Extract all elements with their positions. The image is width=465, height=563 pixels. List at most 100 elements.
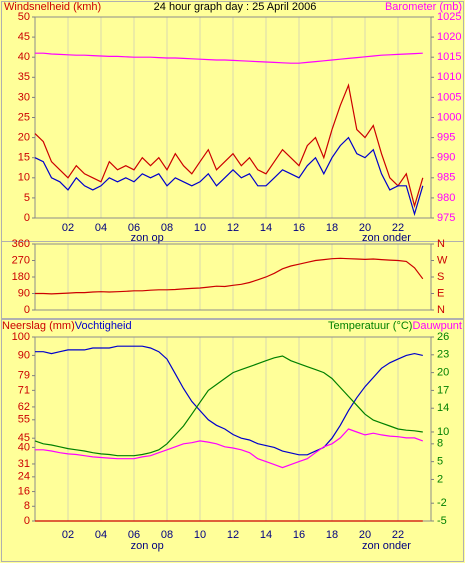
- x-tick-label: 06: [128, 529, 140, 541]
- y2-tick-label: 1005: [437, 91, 461, 103]
- y-tick-label: 40: [18, 441, 30, 453]
- y2-tick-label: 985: [437, 172, 455, 184]
- y-tick-label: 16: [18, 485, 30, 497]
- x-tick-label: 16: [293, 529, 305, 541]
- x-tick-label: 10: [194, 222, 206, 234]
- x-tick-label: 22: [392, 222, 404, 234]
- annotation: zon op: [131, 540, 164, 552]
- annotation: zon onder: [362, 540, 411, 552]
- y-tick-label: 20: [18, 132, 30, 144]
- annotation: zon onder: [362, 232, 411, 244]
- y2-tick-label: 1025: [437, 11, 461, 23]
- y-tick-label: 8: [24, 500, 30, 512]
- annotation: zon op: [131, 232, 164, 244]
- y2-tick-label: 995: [437, 132, 455, 144]
- y-tick-label: 90: [18, 287, 30, 299]
- series-line: [34, 83, 424, 209]
- y2-tick-label: 1020: [437, 31, 461, 43]
- y-tick-label: 40: [18, 51, 30, 63]
- x-tick-label: 08: [161, 529, 173, 541]
- y2-tick-label: 2: [437, 473, 443, 485]
- y2-tick-label: 8: [437, 438, 443, 450]
- x-tick-label: 02: [62, 222, 74, 234]
- legend-entry: Neerslag (mm): [2, 320, 75, 332]
- x-tick-label: 14: [260, 529, 272, 541]
- y-tick-label: 360: [12, 238, 30, 250]
- x-tick-label: 14: [260, 222, 272, 234]
- y-tick-label: 30: [18, 91, 30, 103]
- y2-tick-label: S: [437, 271, 444, 283]
- y-tick-label: 25: [18, 111, 30, 123]
- x-tick-label: 20: [359, 529, 371, 541]
- y2-tick-label: 17: [437, 384, 449, 396]
- y-tick-label: 62: [18, 401, 30, 413]
- y-tick-label: 45: [18, 31, 30, 43]
- x-tick-label: 12: [227, 529, 239, 541]
- panel-border: [1, 241, 464, 319]
- legend-entry: Vochtigheid: [75, 320, 132, 332]
- y-tick-label: 0: [24, 304, 30, 316]
- legend: Temperatuur (°C)Dauwpunt: [328, 320, 462, 332]
- y2-tick-label: 980: [437, 192, 455, 204]
- x-tick-label: 18: [326, 222, 338, 234]
- y-tick-label: 35: [18, 71, 30, 83]
- y2-axis-title: Barometer (mb): [385, 1, 462, 13]
- y2-tick-label: 26: [437, 331, 449, 343]
- y-tick-label: 5: [24, 192, 30, 204]
- y2-tick-label: 990: [437, 152, 455, 164]
- y-tick-label: 100: [12, 331, 30, 343]
- y-tick-label: 15: [18, 152, 30, 164]
- y-tick-label: 0: [24, 212, 30, 224]
- y2-tick-label: N: [437, 238, 445, 250]
- y2-tick-label: 23: [437, 349, 449, 361]
- y2-tick-label: 14: [437, 402, 449, 414]
- y2-tick-label: 5: [437, 456, 443, 468]
- y-tick-label: 0: [24, 515, 30, 527]
- x-tick-label: 20: [359, 222, 371, 234]
- series-line: [35, 52, 423, 64]
- y-tick-label: 71: [18, 384, 30, 396]
- y-tick-label: 45: [18, 432, 30, 444]
- x-tick-label: 18: [326, 529, 338, 541]
- y-tick-label: 180: [12, 271, 30, 283]
- series-line: [35, 428, 424, 469]
- y2-tick-label: W: [437, 254, 448, 266]
- legend: Neerslag (mm)Vochtigheid: [2, 320, 132, 332]
- x-tick-label: 02: [62, 529, 74, 541]
- y2-tick-label: 1010: [437, 71, 461, 83]
- y2-tick-label: E: [437, 287, 444, 299]
- x-tick-label: 22: [392, 529, 404, 541]
- legend-entry: Dauwpunt: [412, 320, 462, 332]
- series-line: [34, 136, 424, 217]
- x-tick-label: 04: [95, 222, 107, 234]
- series-line: [35, 345, 423, 456]
- x-tick-label: 12: [227, 222, 239, 234]
- y-tick-label: 90: [18, 349, 30, 361]
- y-tick-label: 50: [18, 11, 30, 23]
- y2-tick-label: 20: [437, 367, 449, 379]
- series-line: [34, 355, 423, 457]
- y-tick-label: 79: [18, 370, 30, 382]
- series-line: [35, 257, 424, 295]
- y-tick-label: 31: [18, 458, 30, 470]
- x-tick-label: 08: [161, 222, 173, 234]
- y2-tick-label: N: [437, 304, 445, 316]
- y-tick-label: 10: [18, 172, 30, 184]
- y2-tick-label: 1000: [437, 111, 461, 123]
- y2-tick-label: -2: [437, 497, 447, 509]
- y2-tick-label: -5: [437, 515, 447, 527]
- x-tick-label: 04: [95, 529, 107, 541]
- x-tick-label: 06: [128, 222, 140, 234]
- y-tick-label: 24: [18, 471, 30, 483]
- y-axis-title: Windsnelheid (kmh): [4, 1, 101, 13]
- x-tick-label: 16: [293, 222, 305, 234]
- y2-tick-label: 975: [437, 212, 455, 224]
- x-tick-label: 10: [194, 529, 206, 541]
- y2-tick-label: 10: [437, 426, 449, 438]
- y2-tick-label: 1015: [437, 51, 461, 63]
- chart-title: 24 hour graph day : 25 April 2006: [154, 1, 317, 13]
- y-tick-label: 270: [12, 254, 30, 266]
- panel-border: [1, 319, 464, 562]
- legend-entry: Temperatuur (°C): [328, 320, 412, 332]
